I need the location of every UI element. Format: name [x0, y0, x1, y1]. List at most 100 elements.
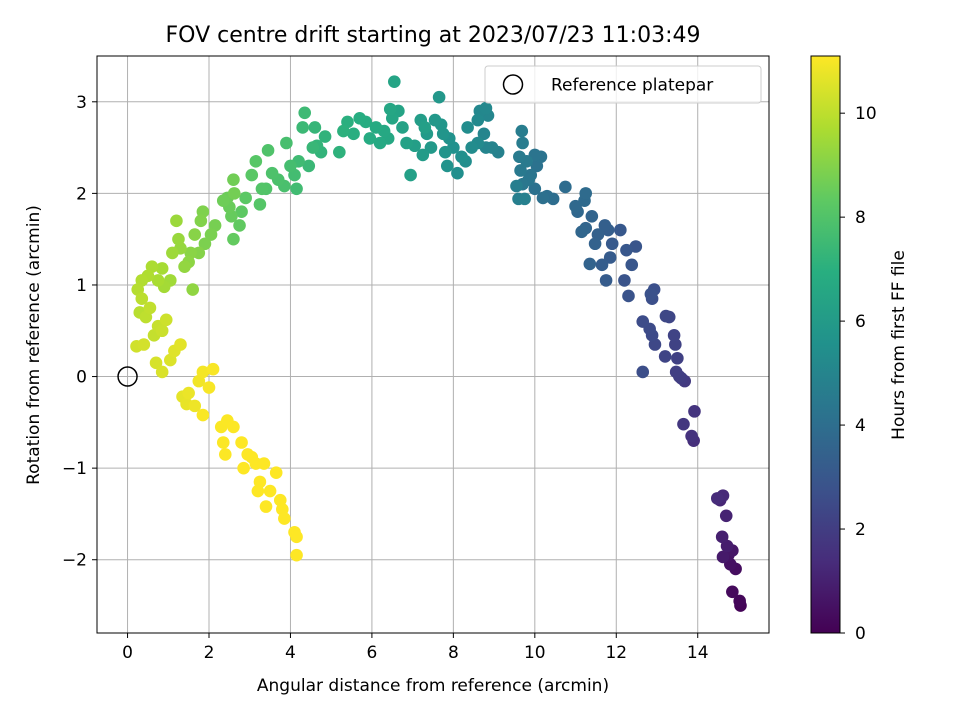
data-point [513, 150, 526, 164]
data-point [603, 251, 617, 264]
data-point [172, 232, 185, 246]
data-point [614, 223, 627, 237]
colorbar: 0 2 4 6 8 10 Hours from first FF file [810, 55, 909, 644]
data-point [479, 101, 493, 115]
colorbar-gradient [810, 55, 841, 634]
data-point [290, 548, 303, 562]
data-point [440, 159, 454, 173]
data-point [182, 386, 195, 400]
x-tick-label: 4 [285, 643, 296, 663]
y-axis-label: Rotation from reference (arcmin) [24, 205, 44, 485]
data-point [227, 232, 240, 246]
data-point [579, 187, 593, 200]
data-point [194, 214, 208, 228]
data-point [685, 429, 698, 443]
x-tick-label: 12 [605, 643, 627, 663]
data-point [151, 274, 165, 287]
data-point [719, 509, 733, 523]
data-point [137, 338, 151, 351]
data-point [227, 420, 240, 434]
colorbar-tick-label: 6 [855, 312, 866, 332]
data-point [198, 237, 212, 251]
data-point [710, 492, 724, 505]
data-point [605, 237, 619, 251]
colorbar-tick-label: 2 [855, 520, 866, 540]
data-point [418, 121, 432, 134]
data-point [227, 187, 241, 200]
data-point [669, 338, 682, 351]
data-point [269, 466, 283, 480]
data-point [716, 550, 730, 564]
plot-frame [96, 55, 770, 634]
data-point [259, 500, 273, 513]
data-point [363, 132, 377, 145]
legend: Reference platepar [484, 65, 762, 104]
colorbar-tick-label: 8 [855, 208, 866, 228]
x-tick-label: 14 [687, 643, 709, 663]
data-point [575, 225, 588, 239]
data-point [202, 381, 216, 394]
data-point [636, 315, 650, 328]
data-point [265, 166, 279, 180]
data-point [667, 329, 681, 342]
data-point [404, 168, 417, 182]
data-point [353, 111, 366, 125]
data-point [155, 365, 169, 379]
data-point [518, 192, 531, 206]
data-point [559, 180, 572, 194]
data-point [239, 191, 252, 205]
x-tick-label: 10 [524, 643, 546, 663]
data-point [726, 585, 739, 599]
data-point [155, 262, 169, 275]
data-point [455, 150, 468, 164]
y-axis-ticks: −2 −1 0 1 2 3 [62, 93, 97, 571]
data-point [227, 173, 240, 186]
data-point [536, 191, 550, 205]
data-point [278, 512, 291, 525]
data-point [677, 417, 690, 431]
data-point [715, 530, 729, 544]
data-point [196, 365, 210, 379]
data-point [280, 136, 293, 150]
data-point [188, 399, 202, 413]
data-point [237, 461, 250, 475]
x-tick-label: 2 [204, 643, 215, 663]
data-point [206, 362, 220, 376]
y-tick-label: −2 [62, 551, 87, 571]
legend-marker-open-circle [502, 74, 524, 95]
y-tick-label: 2 [76, 184, 87, 204]
data-point [261, 144, 275, 157]
data-point [296, 121, 309, 134]
colorbar-label: Hours from first FF file [889, 250, 909, 440]
data-point [155, 324, 169, 338]
data-point [396, 121, 409, 134]
colorbar-tick-label: 4 [855, 416, 866, 436]
data-point [733, 594, 746, 608]
data-point [516, 136, 529, 150]
data-point [622, 289, 635, 303]
data-point [477, 127, 491, 141]
data-point [290, 182, 303, 196]
data-point [253, 198, 267, 211]
data-point [302, 159, 316, 173]
colorbar-tick-label: 10 [855, 104, 877, 124]
data-point [347, 127, 360, 141]
reference-point-marker [117, 366, 138, 387]
data-point [245, 168, 259, 182]
data-point [166, 246, 179, 260]
data-point [644, 287, 658, 301]
data-point [451, 166, 464, 180]
data-point [598, 219, 612, 232]
y-tick-label: −1 [62, 459, 87, 479]
data-point [235, 436, 248, 449]
data-point [159, 313, 173, 327]
legend-label-reference-platepar: Reference platepar [551, 76, 713, 96]
data-point [461, 121, 474, 134]
y-tick-label: 0 [76, 368, 87, 388]
data-point [369, 121, 383, 134]
data-point [251, 484, 265, 498]
data-point [204, 228, 218, 241]
data-point [290, 530, 303, 544]
data-point [438, 145, 452, 159]
